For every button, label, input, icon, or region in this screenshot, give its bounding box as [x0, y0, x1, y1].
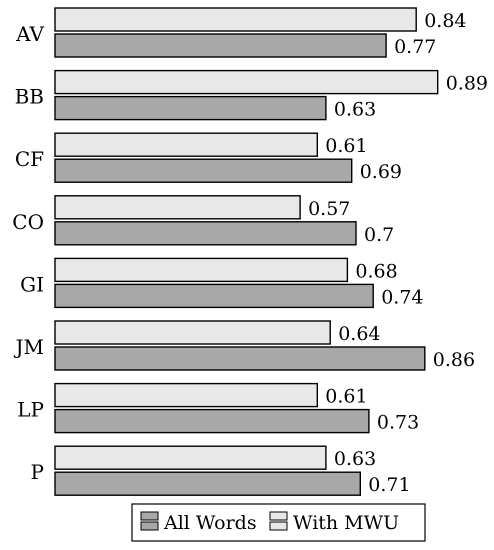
bar-with-mwu — [54, 132, 318, 157]
data-label: 0.61 — [325, 386, 367, 408]
bar-all-words — [54, 33, 387, 58]
data-label: 0.57 — [308, 198, 350, 220]
bar-all-words — [54, 408, 370, 434]
bar-all-words — [54, 283, 374, 309]
category-label: CF — [15, 147, 44, 171]
data-label: 0.74 — [381, 286, 423, 308]
data-label: 0.84 — [424, 10, 466, 32]
data-label: 0.7 — [364, 224, 394, 246]
bar-all-words — [54, 95, 327, 121]
bar-all-words — [54, 221, 357, 246]
category-label: BB — [15, 85, 44, 109]
bar-with-mwu — [54, 257, 349, 283]
bar-all-words — [54, 346, 426, 371]
bar-with-mwu — [54, 320, 331, 345]
bar-swatch-icon — [269, 511, 288, 521]
legend-item-all-words: All Words — [140, 511, 257, 534]
data-label: 0.77 — [394, 36, 436, 58]
bar-swatch-icon — [140, 511, 159, 521]
legend-item-with-mwu: With MWU — [269, 511, 399, 534]
data-label: 0.63 — [334, 448, 376, 470]
bar-with-mwu — [54, 195, 301, 220]
data-label: 0.64 — [338, 323, 380, 345]
labels-group: AV 0.84 0.77 BB 0.89 0.63 CF 0.61 0.69 CO 0.57 0.7 G… — [12, 10, 488, 496]
bars-group — [54, 7, 439, 496]
bar-with-mwu — [54, 69, 439, 95]
category-label: GI — [20, 272, 44, 296]
data-label: 0.61 — [325, 135, 367, 157]
category-label: AV — [15, 22, 44, 46]
data-label: 0.73 — [377, 412, 419, 434]
data-label: 0.68 — [355, 260, 397, 282]
bar-swatch-icon — [269, 521, 288, 531]
bar-swatch-icon — [140, 521, 159, 531]
data-label: 0.89 — [446, 73, 488, 95]
category-label: P — [31, 460, 44, 484]
data-label: 0.86 — [433, 349, 475, 371]
legend-label-with-mwu: With MWU — [293, 512, 399, 534]
bar-with-mwu — [54, 445, 327, 470]
category-label: LP — [17, 398, 44, 422]
data-label: 0.63 — [334, 99, 376, 121]
legend: All Words With MWU — [131, 503, 426, 542]
category-label: JM — [14, 335, 45, 359]
category-label: CO — [12, 210, 44, 234]
bar-all-words — [54, 158, 353, 183]
data-label: 0.69 — [360, 161, 402, 183]
data-label: 0.71 — [368, 474, 410, 496]
bar-with-mwu — [54, 382, 318, 408]
bar-all-words — [54, 471, 361, 496]
legend-label-all-words: All Words — [163, 512, 257, 534]
bar-with-mwu — [54, 7, 417, 32]
